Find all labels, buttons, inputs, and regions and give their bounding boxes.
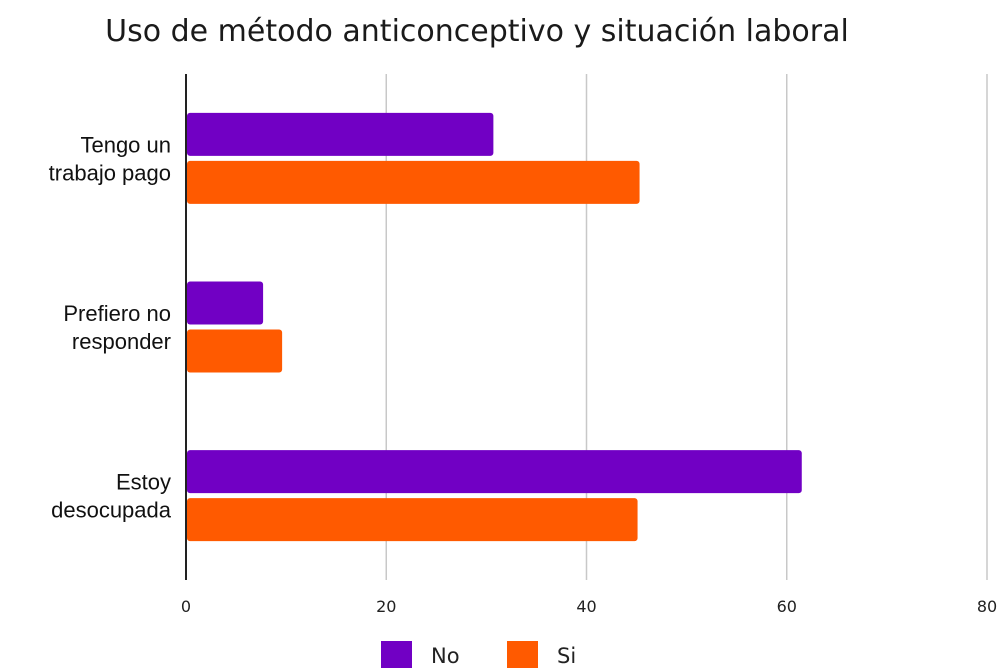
gridlines: [385, 74, 988, 580]
x-tick-label: 0: [181, 597, 191, 616]
bar: [187, 450, 802, 494]
category-label: trabajo pago: [49, 160, 171, 185]
legend-label: No: [431, 644, 460, 668]
x-tick-label: 40: [576, 597, 596, 616]
legend-label: Si: [557, 644, 576, 668]
category-label: Prefiero no: [63, 301, 171, 326]
category-label: Estoy: [116, 470, 171, 495]
bars: [187, 112, 802, 542]
legend-swatch: [507, 641, 538, 668]
legend-swatch: [381, 641, 412, 668]
category-label: desocupada: [51, 498, 172, 523]
value-axis-tick-labels: 0 20 40 60 80: [181, 597, 997, 616]
category-label: responder: [72, 329, 171, 354]
x-tick-label: 60: [777, 597, 797, 616]
x-tick-label: 80: [977, 597, 997, 616]
legend: No Si: [381, 641, 576, 668]
bar: [187, 329, 283, 373]
category-label: Tengo un: [80, 132, 171, 157]
x-tick-label: 20: [376, 597, 396, 616]
category-labels: Tengo un trabajo pago Prefiero no responder…: [49, 132, 172, 522]
bar: [187, 160, 640, 204]
chart-title: Uso de método anticonceptivo y situación…: [105, 14, 849, 49]
bar: [187, 498, 638, 542]
bar: [187, 112, 494, 156]
bar: [187, 281, 264, 325]
